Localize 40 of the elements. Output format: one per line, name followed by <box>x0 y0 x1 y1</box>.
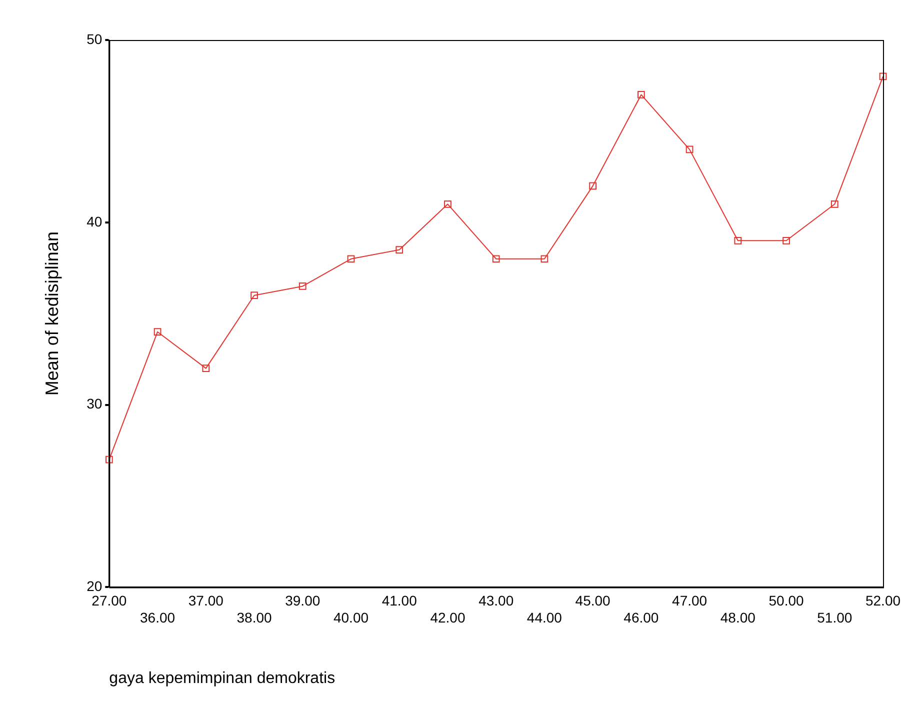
y-tick-label: 40 <box>86 213 102 230</box>
y-tick-label: 30 <box>86 396 102 412</box>
x-tick-label: 48.00 <box>720 609 756 626</box>
y-tick-label: 50 <box>86 30 102 47</box>
point <box>154 328 162 336</box>
x-tick-label: 38.00 <box>236 609 272 626</box>
point <box>879 72 887 80</box>
point <box>444 200 452 208</box>
x-tick-label: 51.00 <box>817 609 852 626</box>
x-tick-label: 39.00 <box>285 592 320 608</box>
point <box>105 456 113 464</box>
x-tick-label: 27.00 <box>92 592 127 608</box>
point <box>347 255 355 263</box>
point <box>830 200 838 208</box>
x-tick-label: 44.00 <box>526 609 562 626</box>
x-axis-title: gaya kepemimpinan demokratis <box>109 670 336 687</box>
x-tick-label: 43.00 <box>478 592 514 608</box>
x-tick-label: 40.00 <box>333 609 369 626</box>
x-tick-label: 36.00 <box>140 609 176 626</box>
point <box>492 255 500 263</box>
point <box>686 146 694 154</box>
x-tick-label: 45.00 <box>575 592 611 608</box>
point <box>734 236 742 244</box>
x-tick-label: 50.00 <box>768 592 804 608</box>
y-tick-label: 20 <box>86 578 102 594</box>
point <box>637 91 645 98</box>
x-tick-label: 46.00 <box>624 609 659 626</box>
point <box>202 364 210 372</box>
point <box>589 182 596 190</box>
point <box>540 255 548 263</box>
x-tick-label: 52.00 <box>865 592 901 608</box>
point <box>396 246 404 254</box>
point <box>782 236 790 244</box>
y-axis-title: Mean of kedisiplinan <box>42 232 62 396</box>
x-tick-label: 37.00 <box>188 592 224 608</box>
x-tick-label: 47.00 <box>672 592 708 608</box>
point <box>250 292 258 300</box>
x-tick-label: 42.00 <box>430 609 466 626</box>
x-tick-label: 41.00 <box>382 592 418 608</box>
point <box>298 282 306 290</box>
